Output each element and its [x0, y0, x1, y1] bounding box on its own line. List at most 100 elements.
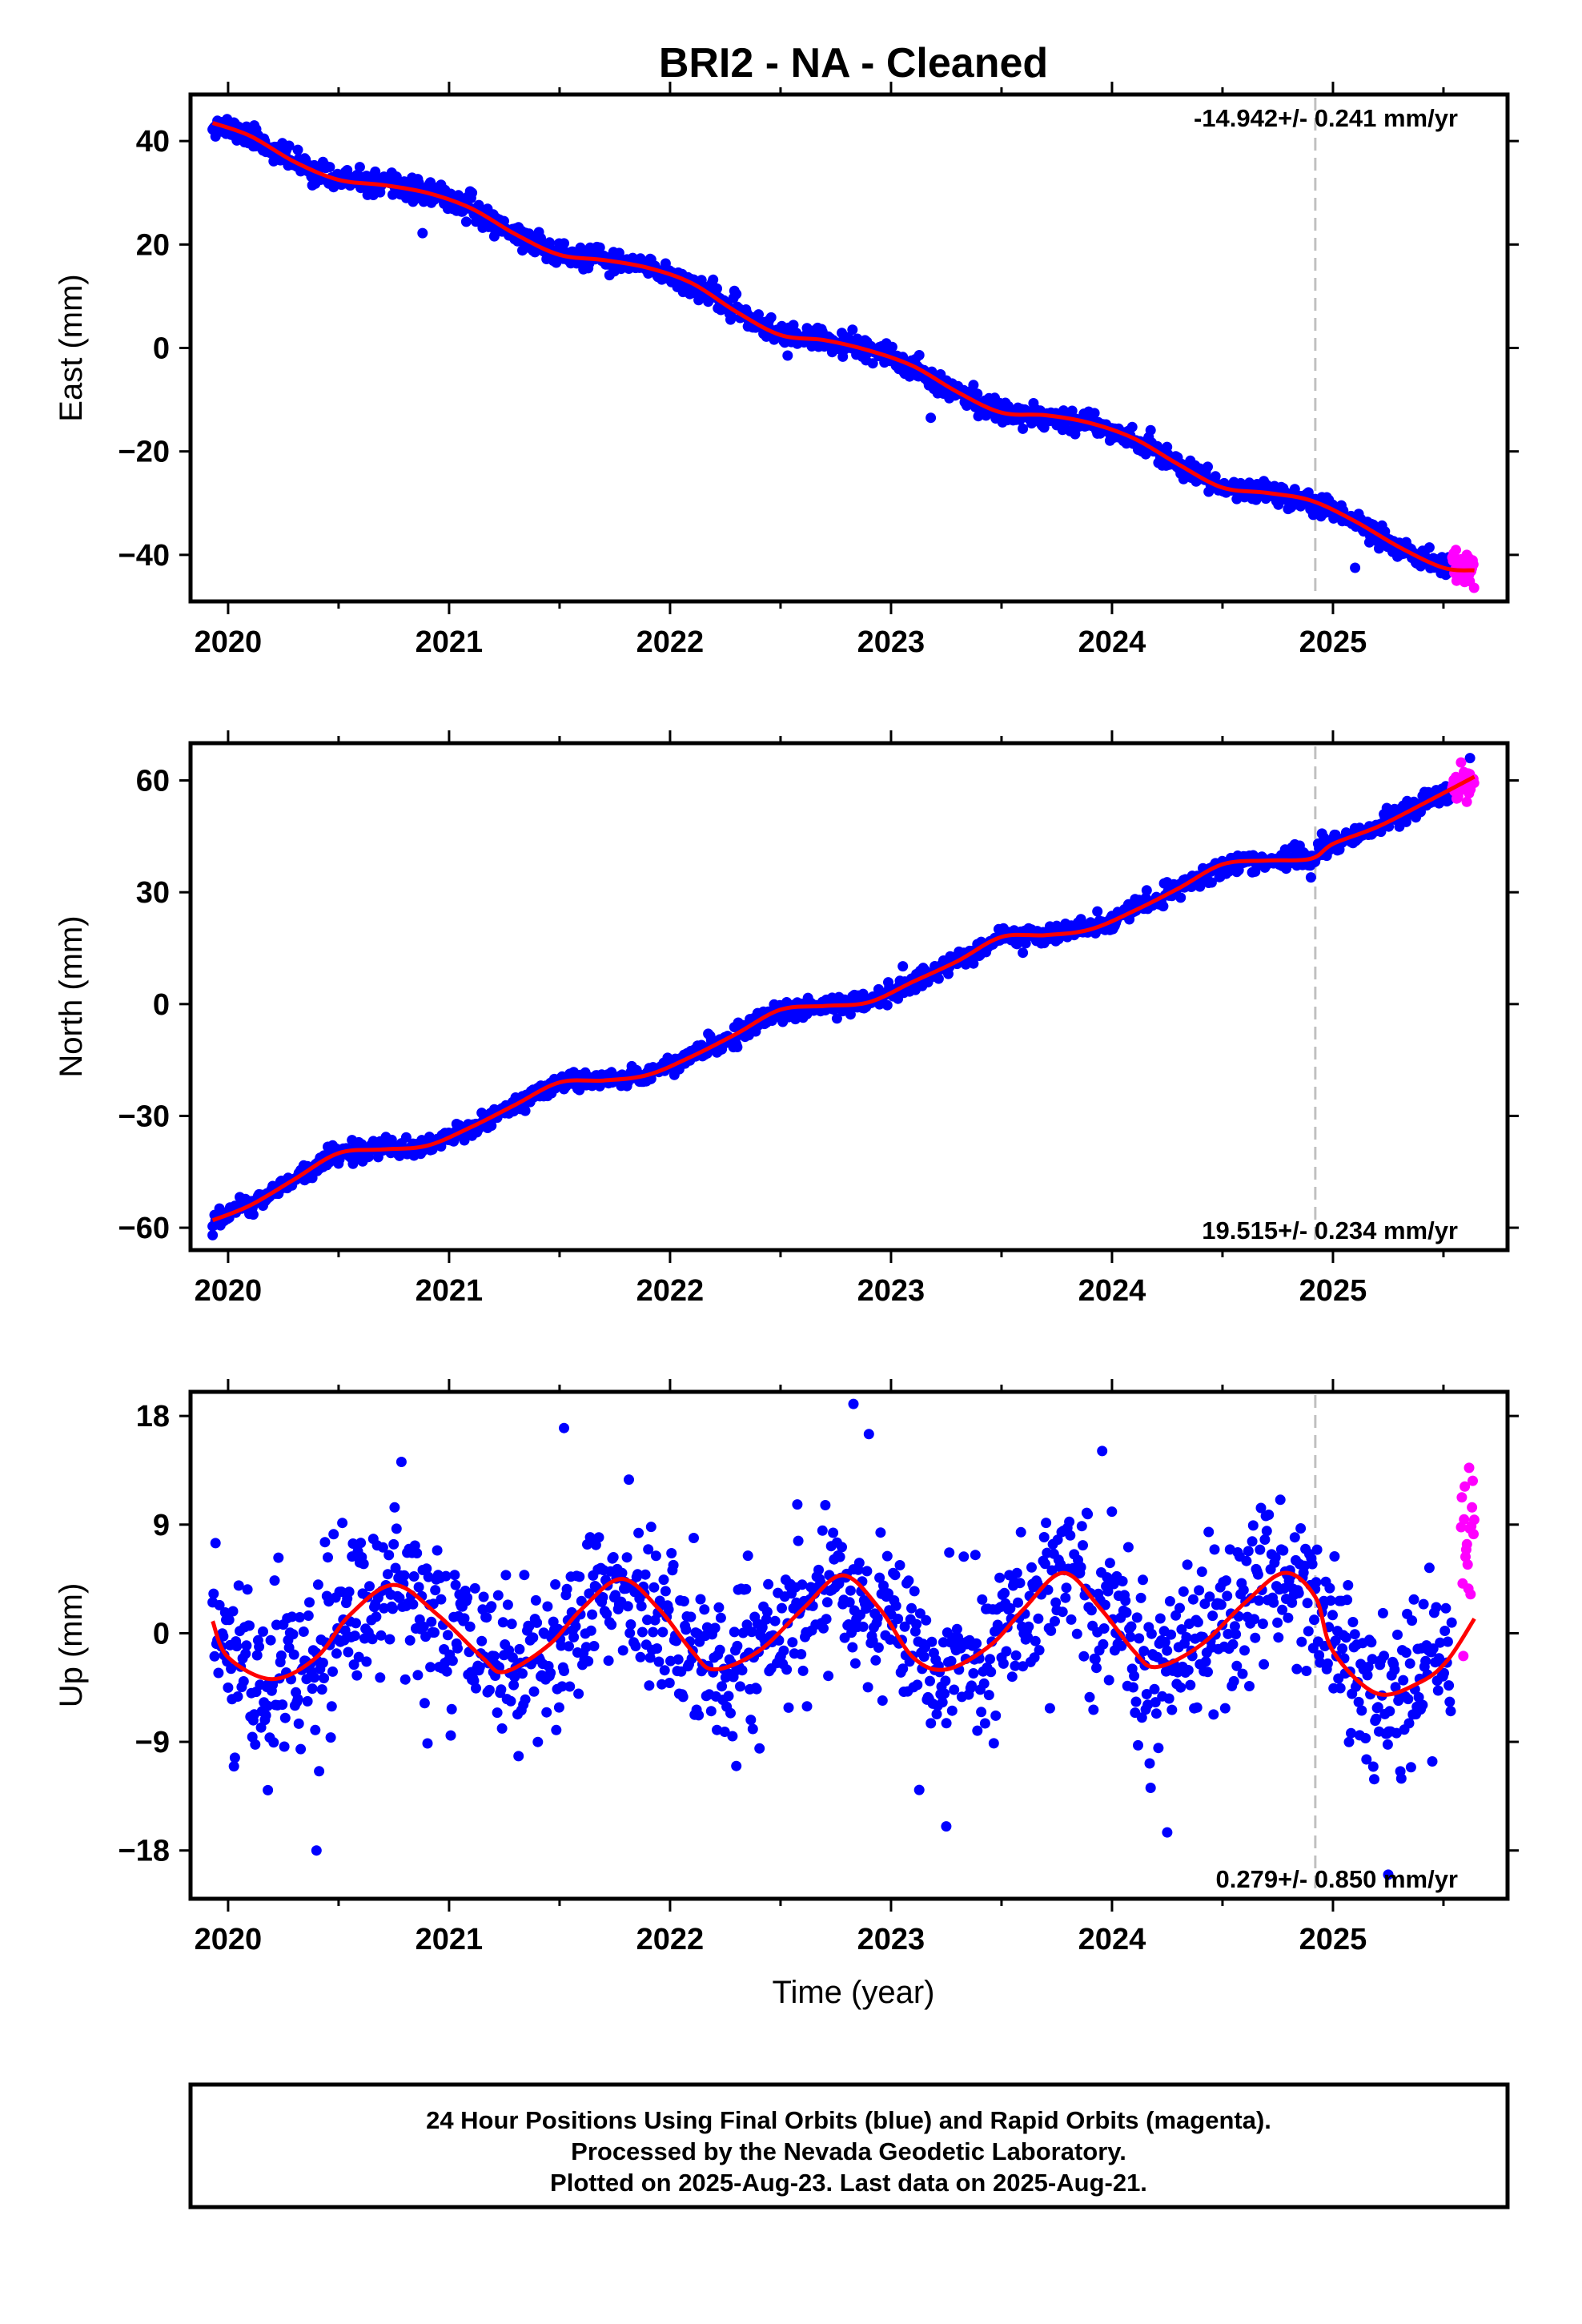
final-orbit-point — [1162, 1645, 1173, 1656]
up-ytick-label: 18 — [136, 1400, 170, 1433]
final-orbit-point — [488, 1651, 500, 1662]
final-orbit-point — [1363, 1662, 1374, 1672]
final-orbit-point — [1229, 1621, 1240, 1632]
final-orbit-point — [847, 1642, 858, 1653]
final-orbit-point — [317, 1657, 328, 1668]
final-orbit-point — [331, 1648, 342, 1659]
final-orbit-point — [584, 1588, 595, 1599]
final-orbit-point — [316, 1684, 327, 1695]
final-orbit-point — [1259, 1534, 1271, 1545]
final-orbit-point — [1227, 1638, 1239, 1650]
final-orbit-point — [223, 1614, 235, 1626]
final-orbit-point — [1247, 1536, 1258, 1547]
final-orbit-point — [873, 1642, 884, 1653]
final-orbit-point — [644, 1680, 655, 1691]
final-orbit-point — [390, 1562, 401, 1574]
final-orbit-point — [650, 1550, 661, 1562]
final-orbit-point — [1349, 1629, 1360, 1640]
final-orbit-point — [450, 1579, 461, 1590]
rapid-orbit-point — [1456, 757, 1467, 768]
final-orbit-point — [1154, 1613, 1166, 1624]
final-orbit-point — [335, 1586, 347, 1598]
final-orbit-point — [914, 1608, 926, 1619]
final-orbit-point — [1403, 1694, 1414, 1705]
final-orbit-point — [1018, 947, 1029, 959]
final-orbit-point — [347, 1538, 359, 1549]
up-xtick-label: 2024 — [1078, 1923, 1146, 1956]
up-xtick-label: 2020 — [195, 1923, 263, 1956]
final-orbit-point — [1377, 1607, 1388, 1618]
final-orbit-point — [520, 1694, 531, 1705]
east-ytick-label: 0 — [153, 332, 170, 366]
final-orbit-point — [1382, 1739, 1393, 1750]
final-orbit-point — [1238, 1585, 1249, 1595]
final-orbit-point — [1099, 1599, 1110, 1610]
final-orbit-point — [343, 1586, 355, 1598]
final-orbit-point — [532, 1736, 544, 1747]
final-orbit-point — [1145, 424, 1156, 436]
final-orbit-point — [899, 1621, 910, 1632]
final-orbit-point — [657, 1626, 669, 1638]
final-orbit-point — [391, 1523, 402, 1534]
final-orbit-point — [1343, 1580, 1354, 1590]
final-orbit-outlier — [863, 1429, 874, 1440]
final-orbit-point — [301, 1674, 312, 1685]
final-orbit-point — [717, 1681, 728, 1692]
final-orbit-point — [1203, 461, 1213, 472]
rapid-orbit-point — [1462, 1559, 1473, 1570]
final-orbit-point — [556, 1640, 567, 1651]
final-orbit-point — [1138, 1574, 1148, 1586]
final-orbit-point — [1311, 1577, 1322, 1588]
final-orbit-point — [714, 1644, 725, 1655]
final-orbit-point — [1200, 1656, 1211, 1667]
final-orbit-point — [1403, 1718, 1415, 1729]
final-orbit-point — [233, 1580, 244, 1591]
final-orbit-point — [1141, 885, 1152, 896]
final-orbit-point — [449, 1570, 460, 1581]
final-orbit-point — [467, 187, 478, 199]
final-orbit-point — [972, 1725, 983, 1736]
final-orbit-point — [255, 1722, 267, 1733]
final-orbit-point — [1302, 1598, 1313, 1609]
final-orbit-point — [1340, 1632, 1351, 1643]
final-orbit-point — [559, 238, 569, 249]
final-orbit-point — [1283, 1612, 1294, 1623]
final-orbit-point — [1379, 1651, 1390, 1662]
final-orbit-point — [568, 1631, 580, 1642]
final-orbit-point — [821, 1597, 833, 1608]
final-orbit-point — [837, 1542, 847, 1553]
final-orbit-point — [792, 1499, 803, 1510]
final-orbit-point — [1400, 1647, 1411, 1659]
final-orbit-point — [944, 1547, 955, 1558]
final-orbit-point — [1082, 1509, 1094, 1520]
final-orbit-outlier — [941, 1821, 952, 1832]
final-orbit-point — [532, 1617, 543, 1628]
final-orbit-point — [1427, 1756, 1438, 1767]
rapid-orbit-point — [1465, 1589, 1476, 1600]
final-orbit-point — [551, 1724, 562, 1735]
north-ytick-label: −30 — [118, 1100, 170, 1133]
final-orbit-point — [693, 1710, 705, 1721]
final-orbit-point — [496, 1684, 507, 1695]
final-orbit-point — [1014, 1578, 1026, 1589]
final-orbit-point — [857, 1621, 869, 1632]
final-orbit-point — [1103, 1675, 1114, 1686]
final-orbit-point — [519, 1570, 530, 1581]
final-orbit-point — [870, 1655, 881, 1666]
final-orbit-point — [834, 1551, 845, 1562]
final-orbit-point — [881, 1550, 893, 1562]
final-orbit-point — [355, 1538, 367, 1549]
final-orbit-point — [228, 1761, 239, 1772]
final-orbit-point — [926, 1636, 938, 1647]
east-xtick-label: 2024 — [1078, 625, 1146, 659]
final-orbit-point — [530, 1594, 541, 1606]
final-orbit-point — [911, 1618, 922, 1630]
final-orbit-point — [893, 1614, 904, 1624]
final-orbit-point — [765, 312, 777, 323]
final-orbit-point — [941, 1718, 952, 1729]
final-orbit-point — [890, 1600, 901, 1611]
panel-north: 60 30 0 −30 −60 2020 2021 2022 2023 2024 2025 North… — [54, 730, 1519, 1308]
final-orbit-point — [1435, 1637, 1446, 1648]
final-orbit-point — [269, 1575, 280, 1586]
final-orbit-point — [471, 1683, 481, 1694]
